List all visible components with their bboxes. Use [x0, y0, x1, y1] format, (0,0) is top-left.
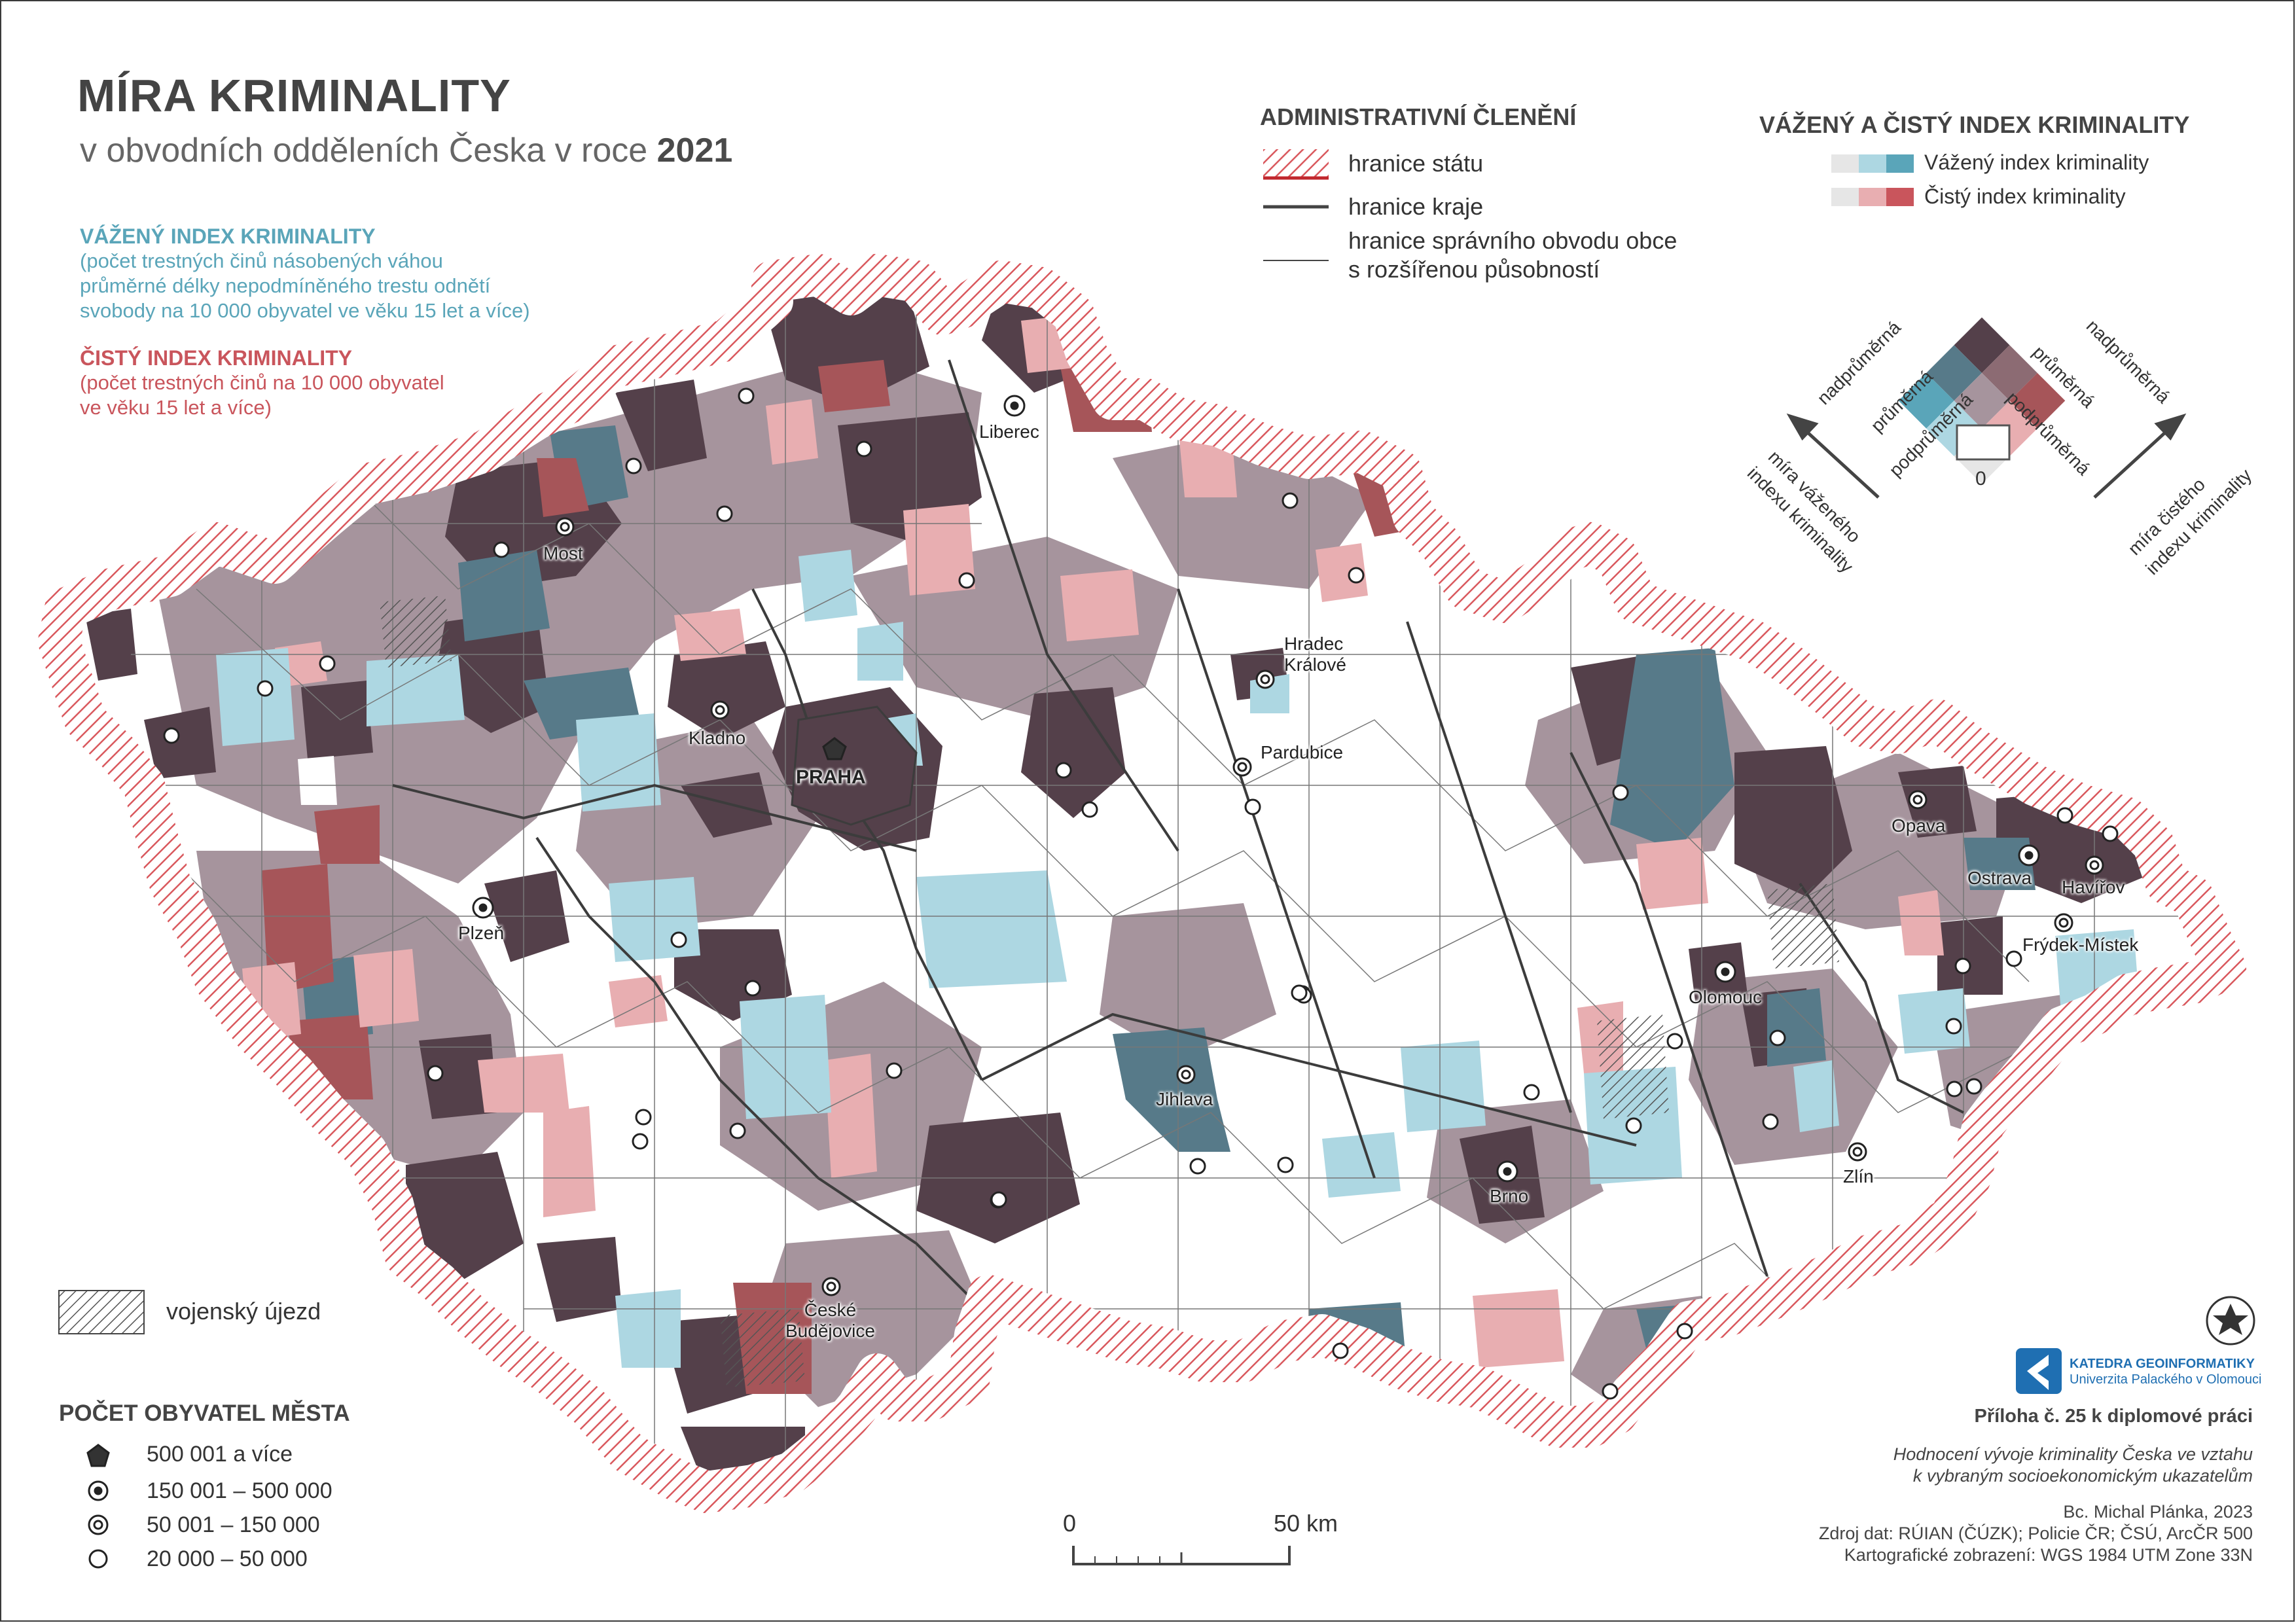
city-symbol-plzen [472, 897, 494, 919]
city-class-1: 500 001 a více [147, 1442, 293, 1467]
admin-legend-symbols [1263, 149, 1329, 261]
city-label-cb-line: České [804, 1300, 857, 1320]
city-symbol-most [555, 517, 575, 537]
katedra-logo-mark [2016, 1348, 2062, 1394]
city-symbol-liberec [1003, 395, 1026, 417]
zero-box [1956, 424, 2011, 461]
clean-index-definition: ČISTÝ INDEX KRIMINALITY (počet trestných… [80, 346, 444, 420]
cell-hh [1954, 317, 2010, 373]
city-symbol-pardubice [1232, 757, 1252, 777]
map-title: MÍRA KRIMINALITY [77, 70, 511, 121]
city-label-frydek: Frýdek-Místek [2022, 935, 2139, 955]
city-label-hk: Hradec Králové [1284, 633, 1346, 675]
city-symbol-zlin [1848, 1142, 1867, 1162]
clean-legend-label: Čistý index kriminality [1924, 185, 2126, 208]
city-symbols [163, 387, 2119, 1400]
city-label-pardubice: Pardubice [1261, 742, 1344, 762]
weighted-index-line: průměrné délky nepodmíněného trestu odně… [80, 274, 491, 297]
city-label-olomouc: Olomouc [1689, 987, 1763, 1007]
scale-end-label: 50 km [1274, 1510, 1338, 1537]
clean-index-line: ve věku 15 let a více) [80, 396, 272, 419]
projection: Kartografické zobrazení: WGS 1984 UTM Zo… [1844, 1545, 2253, 1565]
thesis-title-line: k vybraným socioekonomickým ukazatelům [1912, 1466, 2253, 1486]
weighted-index-definition: VÁŽENÝ INDEX KRIMINALITY (počet trestnýc… [80, 224, 530, 323]
subtitle-year: 2021 [656, 132, 733, 169]
bivariate-arrows [1786, 413, 2187, 499]
city-symbol-kladno [710, 700, 730, 720]
city-label-jihlava: Jihlava [1156, 1089, 1213, 1109]
city-label-opava: Opava [1892, 815, 1946, 836]
state-border-label: hranice státu [1348, 150, 1484, 177]
city-label-hk-line: Hradec [1284, 633, 1344, 654]
city-symbol-praha [822, 737, 847, 760]
city-label-hk-line: Králové [1284, 654, 1346, 675]
orp-border-label: hranice správního obvodu obce s rozšířen… [1348, 226, 1677, 284]
city-label-havirov: Havířov [2062, 877, 2125, 897]
cell-lh [1898, 372, 1954, 429]
city-label-cb: České Budějovice [785, 1300, 875, 1342]
appendix-note: Příloha č. 25 k diplomové práci [1974, 1406, 2253, 1427]
admin-legend-heading: ADMINISTRATIVNÍ ČLENĚNÍ [1260, 103, 1577, 130]
clean-index-heading: ČISTÝ INDEX KRIMINALITY [80, 346, 353, 370]
city-legend-heading: POČET OBYVATEL MĚSTA [59, 1400, 350, 1426]
city-symbol-jihlava [1176, 1065, 1196, 1084]
city-symbol-opava [1908, 790, 1928, 810]
city-label-zlin: Zlín [1843, 1166, 1874, 1186]
weighted-legend-label: Vážený index kriminality [1924, 151, 2149, 174]
zero-label: 0 [1975, 468, 1986, 490]
orp-border-line: hranice správního obvodu obce [1348, 227, 1677, 254]
military-area-label: vojenský újezd [166, 1298, 321, 1325]
city-label-cb-line: Budějovice [785, 1321, 875, 1341]
weighted-index-line: svobody na 10 000 obyvatel ve věku 15 le… [80, 299, 530, 322]
svg-text:nadprůměrná: nadprůměrná [1813, 317, 1905, 408]
clean-index-line: (počet trestných činů na 10 000 obyvatel [80, 371, 444, 394]
cell-mm [1954, 372, 2010, 429]
scale-bar [1072, 1546, 1291, 1565]
city-symbol-brno [1496, 1160, 1518, 1183]
subtitle-text: v obvodních odděleních Česka v roce [80, 132, 657, 169]
svg-text:nadprůměrná: nadprůměrná [2083, 315, 2174, 407]
weighted-index-line: (počet trestných činů násobených váhou [80, 249, 443, 272]
district-choropleth [85, 275, 2212, 1492]
author: Bc. Michal Plánka, 2023 [2063, 1502, 2253, 1522]
city-symbol-ostrava [2018, 844, 2040, 866]
city-label-most: Most [543, 543, 583, 563]
map-subtitle: v obvodních odděleních Česka v roce 2021 [80, 131, 732, 170]
orp-border-line: s rozšířenou působností [1348, 256, 1600, 283]
clean-swatches [1831, 188, 1914, 206]
city-class-symbols [86, 1444, 110, 1569]
city-symbol-olomouc [1714, 961, 1736, 983]
police-logo [2206, 1296, 2255, 1346]
city-label-brno: Brno [1490, 1186, 1529, 1206]
katedra-university: Univerzita Palackého v Olomouci [2070, 1372, 2262, 1387]
weighted-swatches [1831, 154, 1914, 173]
city-label-plzen: Plzeň [458, 923, 505, 943]
katedra-name: KATEDRA GEOINFORMATIKY [2070, 1357, 2255, 1371]
region-border-label: hranice kraje [1348, 193, 1484, 220]
thesis-title: Hodnocení vývoje kriminality Česka ve vz… [1893, 1444, 2253, 1487]
city-label-kladno: Kladno [689, 728, 746, 748]
weighted-index-heading: VÁŽENÝ INDEX KRIMINALITY [80, 224, 376, 248]
city-class-2: 150 001 – 500 000 [147, 1478, 332, 1503]
bivariate-legend-heading: VÁŽENÝ A ČISTÝ INDEX KRIMINALITY [1759, 111, 2190, 138]
thesis-title-line: Hodnocení vývoje kriminality Česka ve vz… [1893, 1444, 2253, 1464]
katedra-logo-text: KATEDRA GEOINFORMATIKY Univerzita Palack… [2070, 1356, 2261, 1387]
military-swatch [58, 1290, 145, 1334]
city-symbol-havirov [2085, 855, 2104, 875]
scale-zero-label: 0 [1063, 1510, 1077, 1537]
city-symbol-hk [1255, 669, 1275, 689]
credit-block: Bc. Michal Plánka, 2023 Zdroj dat: RÚIAN… [1819, 1501, 2253, 1566]
city-symbol-cb [821, 1277, 841, 1296]
city-class-4: 20 000 – 50 000 [147, 1546, 308, 1571]
cell-hl [2009, 372, 2066, 429]
data-sources: Zdroj dat: RÚIAN (ČÚZK); Policie ČR; ČSÚ… [1818, 1524, 2253, 1543]
city-label-praha: PRAHA [796, 766, 866, 788]
city-label-ostrava: Ostrava [1967, 868, 2032, 888]
city-symbol-frydek [2054, 913, 2073, 933]
city-label-liberec: Liberec [979, 421, 1039, 442]
city-class-3: 50 001 – 150 000 [147, 1512, 320, 1537]
